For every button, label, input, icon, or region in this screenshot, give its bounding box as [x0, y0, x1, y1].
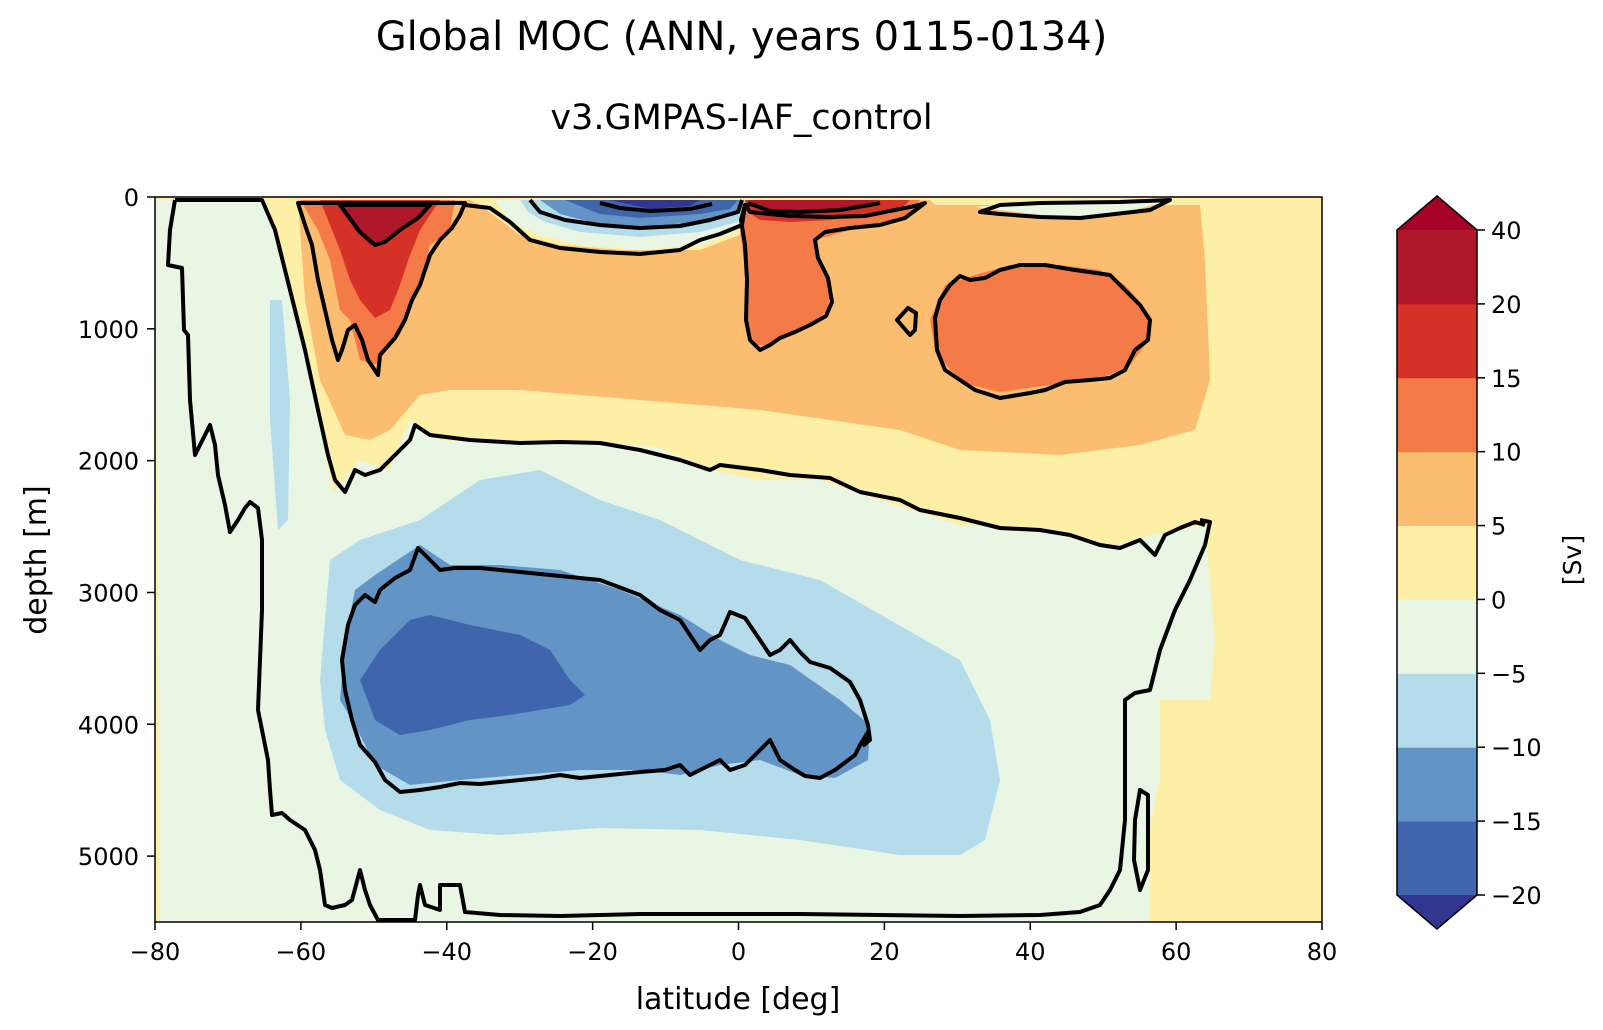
fill-band-10-15-north-deep [930, 265, 1150, 392]
fill-band-0-5-north-bottom [1150, 848, 1322, 922]
colorbar-tick-label: −15 [1491, 808, 1542, 836]
x-tick-label: −80 [130, 938, 181, 966]
colorbar-band [1397, 599, 1477, 674]
contour-zero-west-boundary [166, 199, 1212, 922]
colorbar-extend-top [1397, 196, 1477, 230]
fill-band-neg15-neg10 [340, 545, 870, 785]
fill-band-15-20-south [320, 200, 440, 318]
contour-20-south [338, 203, 432, 247]
colorbar-band [1397, 673, 1477, 748]
colorbar-tick-label: 10 [1491, 439, 1522, 467]
contour-10-north [739, 201, 927, 352]
colorbar: −20 −15 −10 −5 0 5 10 15 20 40 [1396, 195, 1542, 930]
chart-title: Global MOC (ANN, years 0115-0134) [375, 14, 1108, 60]
colorbar-tick-label: 40 [1491, 217, 1522, 245]
colorbar-tick-label: −10 [1491, 734, 1542, 762]
y-axis: 0 1000 2000 3000 4000 5000 [78, 184, 155, 871]
x-tick-label: −20 [567, 938, 618, 966]
y-tick-label: 0 [124, 184, 139, 212]
contour-10-south [296, 201, 467, 377]
y-axis-label: depth [m] [19, 485, 54, 635]
y-tick-label: 2000 [78, 448, 139, 476]
x-tick-label: 60 [1161, 938, 1192, 966]
contour-zero-surface-north [978, 198, 1172, 220]
x-tick-label: 40 [1015, 938, 1046, 966]
contour-neg10-aabw [340, 546, 872, 794]
fill-band-0-5-north-edge [1162, 700, 1322, 770]
y-tick-label: 3000 [78, 579, 139, 607]
x-axis: −80 −60 −40 −20 0 20 40 60 80 [130, 922, 1338, 966]
contour-neg20-equator [599, 201, 713, 213]
colorbar-band [1397, 747, 1477, 822]
colorbar-tick-label: 15 [1491, 365, 1522, 393]
colorbar-band [1397, 451, 1477, 527]
fill-band-20-40-north [748, 200, 880, 211]
fill-band-10-15-north [740, 200, 920, 345]
contour-neg10-equator [528, 198, 744, 230]
x-axis-label: latitude [deg] [636, 982, 841, 1017]
contour-zero-south [175, 198, 1206, 557]
chart-subtitle: v3.GMPAS-IAF_control [550, 98, 933, 138]
colorbar-band [1397, 377, 1477, 453]
contour-10-small [895, 306, 918, 337]
colorbar-band [1397, 821, 1477, 896]
fill-band-neg20-neg15 [360, 615, 585, 735]
colorbar-label: [Sv] [1558, 535, 1587, 585]
contour-10-north-deep [933, 263, 1152, 400]
x-tick-label: 0 [731, 938, 746, 966]
x-tick-label: −40 [421, 938, 472, 966]
colorbar-tick-label: −5 [1491, 660, 1526, 688]
y-tick-label: 1000 [78, 316, 139, 344]
plot-area [155, 197, 1322, 922]
colorbar-tick-label: 0 [1491, 586, 1506, 614]
x-tick-label: 20 [869, 938, 900, 966]
colorbar-band [1397, 230, 1477, 305]
fill-band-neg10-neg5-streak [270, 300, 290, 530]
fill-band-under-equator [610, 200, 700, 209]
colorbar-band [1397, 525, 1477, 600]
x-tick-label: 80 [1307, 938, 1338, 966]
x-tick-label: −60 [276, 938, 327, 966]
y-tick-label: 4000 [78, 711, 139, 739]
contour-zero-small-north [1132, 788, 1150, 892]
contour-20-north [747, 201, 881, 214]
colorbar-tick-label: 5 [1491, 513, 1506, 541]
colorbar-extend-bottom [1397, 895, 1477, 929]
colorbar-band [1397, 303, 1477, 379]
y-tick-label: 5000 [78, 843, 139, 871]
colorbar-tick-label: 20 [1491, 291, 1522, 319]
colorbar-tick-label: −20 [1491, 882, 1542, 910]
